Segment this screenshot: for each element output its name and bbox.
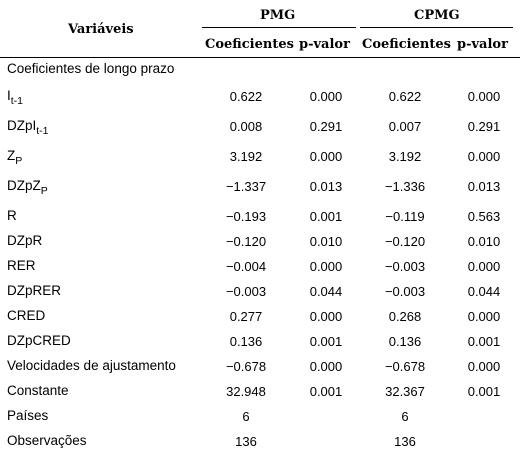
cell-cpmg-p: 0.001 <box>467 334 501 349</box>
cell-pmg-coef: 6 <box>242 409 250 424</box>
cell-pmg-coef: 0.008 <box>229 119 263 134</box>
row-label: DZpRER <box>7 283 61 298</box>
row-label: ZP <box>7 148 22 167</box>
row-label: R <box>7 208 17 223</box>
cell-pmg-p: 0.000 <box>309 89 343 104</box>
row-label-text: CRED <box>7 308 46 323</box>
cell-pmg-p: 0.000 <box>309 359 343 374</box>
row-label-text: Z <box>7 148 16 163</box>
row-label: DZpCRED <box>7 333 71 348</box>
cell-pmg-coef: 0.277 <box>229 309 263 324</box>
cell-pmg-coef: −0.678 <box>225 359 267 374</box>
row-label-subscript: P <box>15 155 23 167</box>
cell-pmg-p: 0.010 <box>309 234 343 249</box>
cell-pmg-p: 0.001 <box>309 384 343 399</box>
cell-pmg-coef: −0.004 <box>225 259 267 274</box>
row-label: Observações <box>7 433 87 448</box>
cell-cpmg-p: 0.000 <box>467 359 501 374</box>
header-variables: Variáveis <box>68 22 134 37</box>
cell-pmg-p: 0.291 <box>309 119 343 134</box>
row-label-subscript: t-1 <box>10 95 24 107</box>
cell-pmg-coef: 3.192 <box>229 149 263 164</box>
cell-pmg-coef: −0.193 <box>225 209 267 224</box>
cell-cpmg-p: 0.044 <box>467 284 501 299</box>
row-label-subscript: t-1 <box>36 125 49 137</box>
cell-pmg-p: 0.013 <box>309 179 343 194</box>
cell-pmg-coef: 136 <box>235 434 257 449</box>
cell-pmg-p: 0.000 <box>309 309 343 324</box>
cell-pmg-p: 0.044 <box>309 284 343 299</box>
row-label: Países <box>7 408 48 423</box>
cell-pmg-p: 0.000 <box>309 259 343 274</box>
row-label-subscript: P <box>40 185 48 197</box>
cell-pmg-coef: −0.120 <box>225 234 267 249</box>
header-cpmg: CPMG <box>414 8 460 23</box>
cell-cpmg-coef: 0.622 <box>388 89 422 104</box>
row-label: CRED <box>7 308 45 323</box>
cell-cpmg-coef: 0.007 <box>388 119 422 134</box>
cell-cpmg-coef: 3.192 <box>388 149 422 164</box>
cell-pmg-p: 0.000 <box>309 149 343 164</box>
cell-cpmg-p: 0.010 <box>467 234 501 249</box>
cell-cpmg-p: 0.000 <box>467 309 501 324</box>
row-label: RER <box>7 258 36 273</box>
row-label-text: DZpRER <box>7 283 62 298</box>
cell-cpmg-coef: 0.136 <box>388 334 422 349</box>
cell-cpmg-coef: −1.336 <box>384 179 426 194</box>
row-label: DZpZP <box>7 178 48 197</box>
cell-cpmg-coef: 6 <box>401 409 409 424</box>
row-label: It-1 <box>7 88 23 107</box>
row-label: DZpR <box>7 233 42 248</box>
header-coef-cpmg: Coeficientes <box>362 37 451 52</box>
header-pmg: PMG <box>260 8 296 23</box>
row-label-text: Velocidades de ajustamento <box>7 358 176 373</box>
row-label: Constante <box>7 383 69 398</box>
row-label-text: R <box>7 208 17 223</box>
cell-cpmg-p: 0.013 <box>467 179 501 194</box>
cell-cpmg-p: 0.000 <box>467 259 501 274</box>
cell-cpmg-coef: 0.268 <box>388 309 422 324</box>
cell-pmg-p: 0.001 <box>309 209 343 224</box>
cell-pmg-coef: 32.948 <box>226 384 266 399</box>
row-label-text: Observações <box>7 433 87 448</box>
cell-pmg-coef: 0.622 <box>229 89 263 104</box>
row-label-text: I <box>7 88 11 103</box>
cell-cpmg-p: 0.000 <box>467 89 501 104</box>
cell-pmg-coef: 0.136 <box>229 334 263 349</box>
cell-cpmg-p: 0.291 <box>467 119 501 134</box>
cell-pmg-p: 0.001 <box>309 334 343 349</box>
cell-cpmg-coef: −0.003 <box>384 284 426 299</box>
cell-cpmg-coef: −0.120 <box>384 234 426 249</box>
cell-cpmg-p: 0.563 <box>467 209 501 224</box>
header-rule-cpmg <box>360 27 513 28</box>
row-label-text: Países <box>7 408 49 423</box>
header-bottom-rule <box>0 57 520 58</box>
header-pval-cpmg: p-valor <box>457 37 508 52</box>
row-label-text: DZpI <box>7 118 37 133</box>
row-label-text: DZpZ <box>7 178 41 193</box>
row-label-text: DZpCRED <box>7 333 71 348</box>
header-coef-pmg: Coeficientes <box>205 37 294 52</box>
row-label: DZpIt-1 <box>7 118 49 137</box>
cell-cpmg-coef: −0.678 <box>384 359 426 374</box>
section-title: Coeficientes de longo prazo <box>7 61 175 76</box>
header-rule-pmg <box>202 27 356 28</box>
cell-pmg-coef: −1.337 <box>225 179 267 194</box>
cell-pmg-coef: −0.003 <box>225 284 267 299</box>
cell-cpmg-coef: −0.003 <box>384 259 426 274</box>
cell-cpmg-p: 0.001 <box>467 384 501 399</box>
header-pval-pmg: p-valor <box>299 37 350 52</box>
cell-cpmg-p: 0.000 <box>467 149 501 164</box>
cell-cpmg-coef: −0.119 <box>385 209 425 224</box>
row-label: Velocidades de ajustamento <box>7 358 176 373</box>
row-label-text: RER <box>7 258 36 273</box>
cell-cpmg-coef: 32.367 <box>385 384 425 399</box>
cell-cpmg-coef: 136 <box>394 434 416 449</box>
row-label-text: DZpR <box>7 233 43 248</box>
row-label-text: Constante <box>7 383 69 398</box>
